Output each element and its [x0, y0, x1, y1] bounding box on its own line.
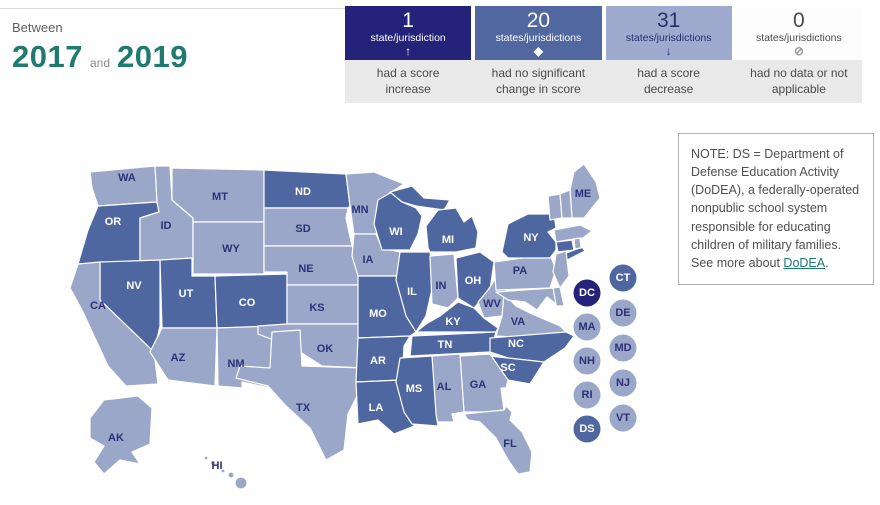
state-NH[interactable] [559, 189, 573, 219]
legend-box-no-change: 20 states/jurisdictions ◆ [475, 6, 602, 60]
state-KS[interactable] [286, 284, 368, 325]
circle-VT[interactable] [609, 404, 637, 432]
state-TN[interactable] [409, 331, 497, 357]
state-MI[interactable] [425, 207, 479, 253]
legend-unit: state/jurisdiction [370, 32, 446, 45]
state-HI[interactable] [220, 468, 226, 474]
state-WY[interactable] [192, 221, 265, 275]
legend-descriptions: had a score increase had no significant … [345, 60, 862, 104]
legend-description: had a score increase [376, 66, 440, 97]
state-NJ[interactable] [552, 250, 570, 289]
legend-count: 20 [526, 9, 551, 32]
state-HI[interactable] [209, 459, 217, 467]
state-IN[interactable] [429, 253, 459, 309]
state-RI[interactable] [573, 237, 582, 250]
circle-DC[interactable] [573, 279, 601, 307]
legend-description: had a score decrease [637, 66, 700, 97]
circle-RI[interactable] [573, 381, 601, 409]
year-range: 2017 and 2019 [12, 39, 188, 75]
legend-count: 1 [402, 9, 414, 32]
legend-count: 0 [793, 9, 805, 32]
state-CO[interactable] [214, 273, 288, 329]
note-text-end: . [825, 255, 829, 270]
title-block: Between 2017 and 2019 [12, 20, 188, 75]
top-divider [0, 8, 345, 9]
arrow-up-icon: ↑ [405, 44, 412, 59]
note-box: NOTE: DS = Department of Defense Educati… [678, 133, 874, 285]
circle-MD[interactable] [609, 334, 637, 362]
state-KY[interactable] [415, 301, 499, 333]
state-GA[interactable] [459, 353, 509, 413]
legend-box-no-data: 0 states/jurisdictions ⊘ [735, 6, 862, 60]
note-text: NOTE: DS = Department of Defense Educati… [691, 147, 860, 270]
state-ND[interactable] [263, 169, 351, 209]
state-NY[interactable] [501, 213, 557, 259]
state-AZ[interactable] [149, 327, 218, 387]
circle-DS[interactable] [573, 415, 601, 443]
circle-DE[interactable] [609, 299, 637, 327]
legend-box-increase: 1 state/jurisdiction ↑ [345, 6, 472, 60]
state-CT[interactable] [555, 239, 575, 253]
between-label: Between [12, 20, 63, 35]
legend-unit: states/jurisdictions [625, 32, 712, 45]
legend-description: had no data or not applicable [750, 66, 848, 97]
us-choropleth-map: WA OR ID MT WY NV CA UT CO AZ NM ND SD N… [60, 130, 660, 505]
circle-NH[interactable] [573, 347, 601, 375]
state-AK[interactable] [89, 395, 153, 475]
state-MS[interactable] [395, 355, 439, 427]
state-MI-upper[interactable] [389, 185, 451, 211]
year-conjunction: and [89, 56, 110, 70]
year-end: 2019 [117, 39, 188, 74]
legend-unit: states/jurisdictions [755, 32, 842, 45]
state-HI[interactable] [234, 476, 248, 490]
no-data-icon: ⊘ [793, 44, 804, 59]
arrow-down-icon: ↓ [665, 44, 672, 59]
circle-NJ[interactable] [609, 369, 637, 397]
legend-description: had no significant change in score [491, 66, 586, 97]
state-MD[interactable] [495, 287, 557, 311]
state-MA[interactable] [553, 224, 593, 243]
state-ME[interactable] [569, 163, 601, 219]
state-CA[interactable] [69, 261, 159, 387]
diamond-icon: ◆ [533, 44, 543, 59]
state-PA[interactable] [493, 253, 557, 291]
state-FL[interactable] [463, 405, 533, 475]
year-start: 2017 [12, 39, 83, 74]
state-TX[interactable] [235, 329, 365, 461]
circle-MA[interactable] [573, 313, 601, 341]
legend-unit: states/jurisdictions [495, 32, 582, 45]
state-WA[interactable] [89, 165, 158, 207]
legend-count: 31 [656, 9, 681, 32]
legend: 1 state/jurisdiction ↑ 20 states/jurisdi… [345, 6, 862, 104]
dodea-link[interactable]: DoDEA [783, 255, 826, 270]
state-AL[interactable] [431, 353, 465, 423]
state-HI[interactable] [203, 455, 209, 461]
state-NC[interactable] [489, 331, 575, 363]
state-SD[interactable] [263, 207, 353, 247]
legend-boxes: 1 state/jurisdiction ↑ 20 states/jurisdi… [345, 6, 862, 60]
state-HI[interactable] [227, 471, 235, 479]
legend-box-decrease: 31 states/jurisdictions ↓ [605, 6, 732, 60]
circle-CT[interactable] [609, 264, 637, 292]
